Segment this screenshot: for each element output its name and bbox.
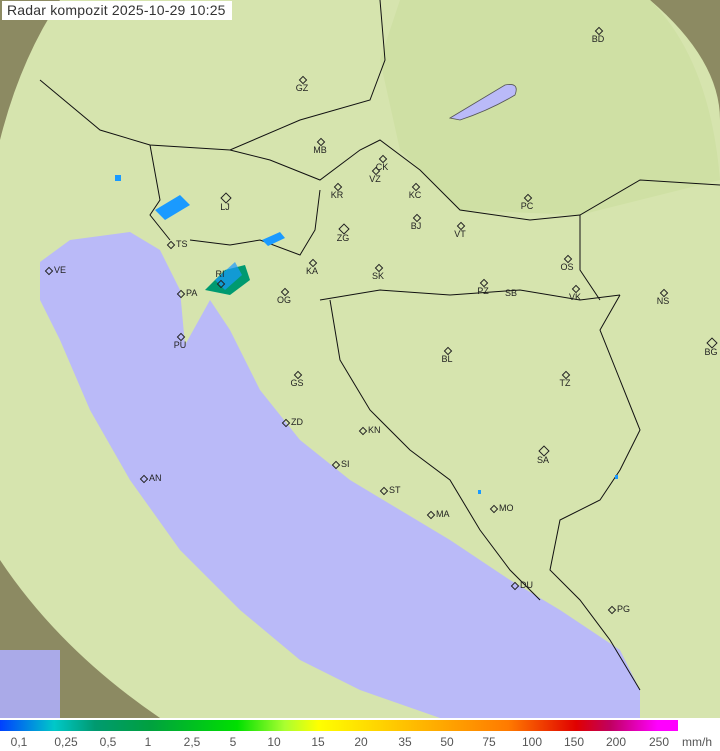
city-label: SI [341,459,350,469]
city-label: BG [704,347,718,357]
city-label: SA [536,455,550,465]
city-label: PA [186,288,198,298]
legend-tick-label: 75 [482,735,496,749]
city-label: ZG [336,233,350,243]
map-title: Radar kompozit 2025-10-29 10:25 [2,1,232,20]
city-label: OS [560,262,574,272]
city-label: TS [176,239,188,249]
city-label: KA [305,266,319,276]
city-label: DU [520,580,533,590]
city-label: LJ [220,202,230,212]
legend-tick-label: 200 [605,735,627,749]
city-label: TZ [559,378,571,388]
city-label: PZ [477,286,489,296]
city-label: ZD [291,417,303,427]
city-label: VZ [369,174,381,184]
legend-tick-label: 20 [354,735,368,749]
legend-tick-label: 2,5 [183,735,201,749]
country-borders [39,0,720,691]
city-label: MB [313,145,327,155]
legend-tick-label: 250 [648,735,670,749]
city-label: OG [276,295,292,305]
legend-tick-label: 0,25 [54,735,78,749]
city-label: BD [591,34,605,44]
legend-tick-label: 0,1 [10,735,28,749]
city-label: PG [617,604,631,614]
legend-tick-label: 1 [144,735,152,749]
city-label: MO [499,503,514,513]
city-label: BL [441,354,453,364]
city-label: GS [290,378,304,388]
city-label: KN [368,425,381,435]
legend-tick-label: 5 [229,735,237,749]
legend-tick-label: 35 [398,735,412,749]
city-label: ST [389,485,401,495]
balaton-lake [448,84,517,121]
city-label: SB [505,288,518,298]
city-label: AN [149,473,162,483]
legend-color-bar [0,720,678,731]
legend-tick-label: 100 [521,735,543,749]
hungary-plain [380,0,720,215]
radar-echoes [115,175,618,494]
adriatic-sea [40,232,640,718]
city-label: VT [454,229,466,239]
city-label: MA [436,509,450,519]
city-label: RI [215,269,225,279]
legend-unit: mm/h [682,735,712,749]
city-label: GZ [295,83,309,93]
city-label: KR [330,190,344,200]
legend-tick-label: 50 [440,735,454,749]
city-label: SK [371,271,385,281]
city-label: VE [54,265,67,275]
city-label: BJ [410,221,422,231]
legend-tick-label: 150 [563,735,585,749]
legend-tick-label: 0,5 [99,735,117,749]
city-label: VK [568,292,582,302]
legend-tick-label: 10 [267,735,281,749]
precipitation-legend: 0,1 0,25 0,5 1 2,5 5 10 15 20 35 50 75 100 150 200 250 … [0,718,720,751]
city-label: KC [408,190,422,200]
legend-tick-label: 15 [311,735,325,749]
city-label: PU [173,340,187,350]
city-label: CK [375,162,389,172]
city-label: NS [656,296,670,306]
city-label: PC [520,201,534,211]
tyrrhenian-corner [0,650,60,718]
radar-map [0,0,720,718]
